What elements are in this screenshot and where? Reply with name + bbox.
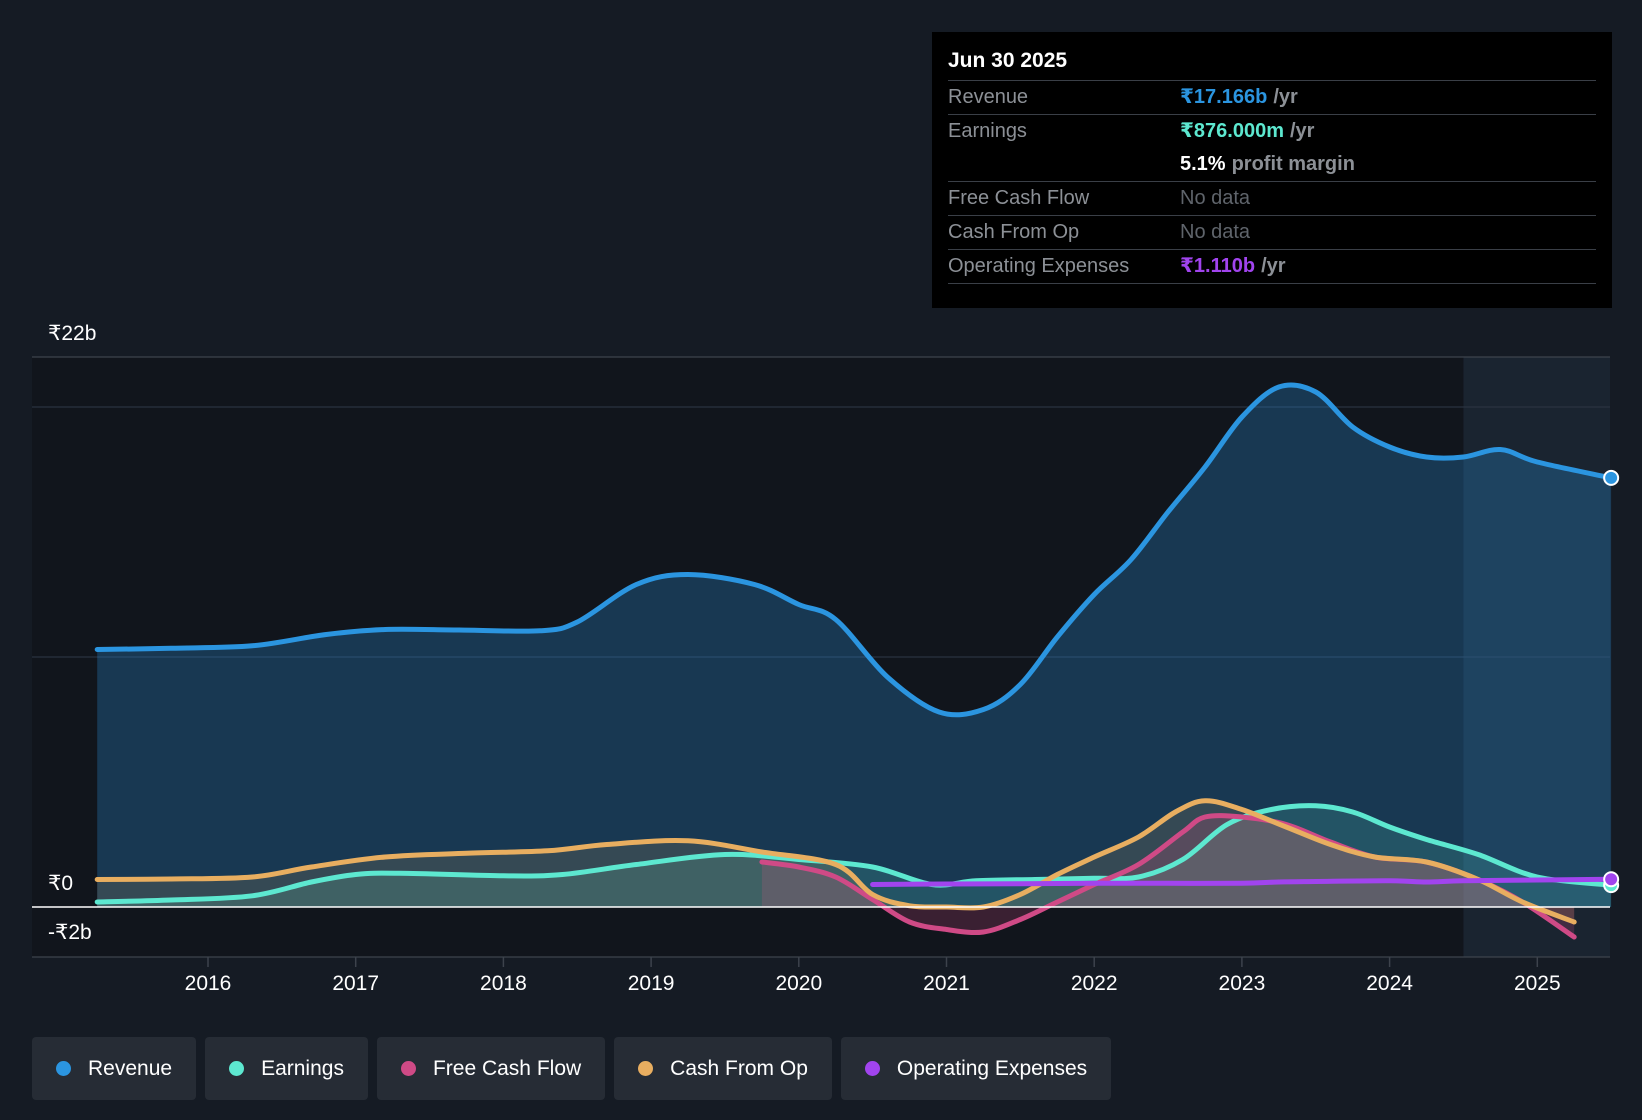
tooltip-value: 5.1% — [1180, 153, 1226, 175]
tooltip-panel: Jun 30 2025 Revenue ₹17.166b /yr Earning… — [932, 32, 1612, 308]
legend-item-earnings[interactable]: Earnings — [205, 1037, 368, 1100]
tooltip-label: Free Cash Flow — [948, 187, 1090, 209]
tooltip-unit: /yr — [1273, 86, 1298, 108]
legend-label: Earnings — [261, 1056, 344, 1080]
tooltip-value: ₹1.110b — [1180, 255, 1256, 277]
legend: Revenue Earnings Free Cash Flow Cash Fro… — [32, 1037, 1112, 1100]
x-tick-label: 2019 — [628, 972, 675, 995]
tooltip-unit: profit margin — [1231, 153, 1355, 175]
y-label-top: ₹22b — [48, 322, 96, 345]
tooltip-row-revenue: Revenue ₹17.166b /yr — [948, 81, 1596, 115]
x-tick-label: 2017 — [332, 972, 379, 995]
x-axis: 2016 2017 2018 2019 2020 2021 2022 2023 2024 2025 — [185, 957, 1561, 995]
x-tick-label: 2016 — [185, 972, 232, 995]
tooltip-label: Operating Expenses — [948, 255, 1130, 277]
x-tick-label: 2018 — [480, 972, 527, 995]
x-tick-label: 2024 — [1366, 972, 1413, 995]
x-tick-label: 2025 — [1514, 972, 1561, 995]
tooltip-value: ₹876.000m — [1180, 120, 1284, 142]
endpoint-revenue — [1603, 469, 1620, 486]
area-cash-from-op — [97, 800, 1575, 922]
x-tick-label: 2023 — [1219, 972, 1266, 995]
gridlines — [32, 356, 1610, 958]
tooltip-value: ₹17.166b — [1180, 86, 1268, 108]
tooltip-row-earnings: Earnings ₹876.000m /yr — [948, 115, 1596, 148]
legend-item-revenue[interactable]: Revenue — [32, 1037, 197, 1100]
y-label-bottom: -₹2b — [48, 921, 92, 944]
x-tick-label: 2021 — [923, 972, 970, 995]
legend-dot-icon — [638, 1061, 654, 1076]
legend-item-operating-expenses[interactable]: Operating Expenses — [840, 1037, 1112, 1100]
tooltip-label: Revenue — [948, 86, 1029, 108]
x-tick-label: 2022 — [1071, 972, 1118, 995]
tooltip-row-fcf: Free Cash Flow No data — [948, 182, 1596, 216]
tooltip-row-cfo: Cash From Op No data — [948, 216, 1596, 250]
legend-item-free-cash-flow[interactable]: Free Cash Flow — [376, 1037, 606, 1100]
tooltip-value: No data — [1180, 187, 1251, 209]
tooltip-unit: /yr — [1290, 120, 1315, 142]
line-revenue — [94, 382, 1614, 718]
legend-dot-icon — [56, 1061, 71, 1076]
area-revenue — [97, 384, 1612, 908]
endpoint-operating-expenses — [1603, 871, 1620, 888]
y-label-zero: ₹0 — [48, 872, 73, 895]
legend-label: Free Cash Flow — [432, 1056, 582, 1080]
tooltip-label: Cash From Op — [948, 221, 1080, 243]
legend-dot-icon — [229, 1061, 245, 1076]
series-endpoints — [1603, 469, 1620, 894]
tooltip-date: Jun 30 2025 — [948, 46, 1596, 81]
tooltip-row-opex: Operating Expenses ₹1.110b /yr — [948, 250, 1596, 284]
tooltip-row-margin: 5.1% profit margin — [948, 148, 1596, 182]
line-operating-expenses — [870, 876, 1614, 887]
y-axis-labels: ₹22b ₹0 -₹2b — [48, 322, 96, 944]
legend-label: Operating Expenses — [896, 1056, 1088, 1080]
legend-dot-icon — [400, 1061, 416, 1076]
tooltip-value: No data — [1180, 221, 1251, 243]
tooltip-label — [948, 148, 1180, 181]
x-tick-label: 2020 — [775, 972, 822, 995]
tooltip-label: Earnings — [948, 120, 1027, 142]
legend-label: Cash From Op — [670, 1056, 808, 1080]
legend-dot-icon — [864, 1061, 880, 1076]
tooltip-unit: /yr — [1261, 255, 1286, 277]
legend-item-cash-from-op[interactable]: Cash From Op — [614, 1037, 832, 1100]
legend-label: Revenue — [88, 1056, 173, 1080]
